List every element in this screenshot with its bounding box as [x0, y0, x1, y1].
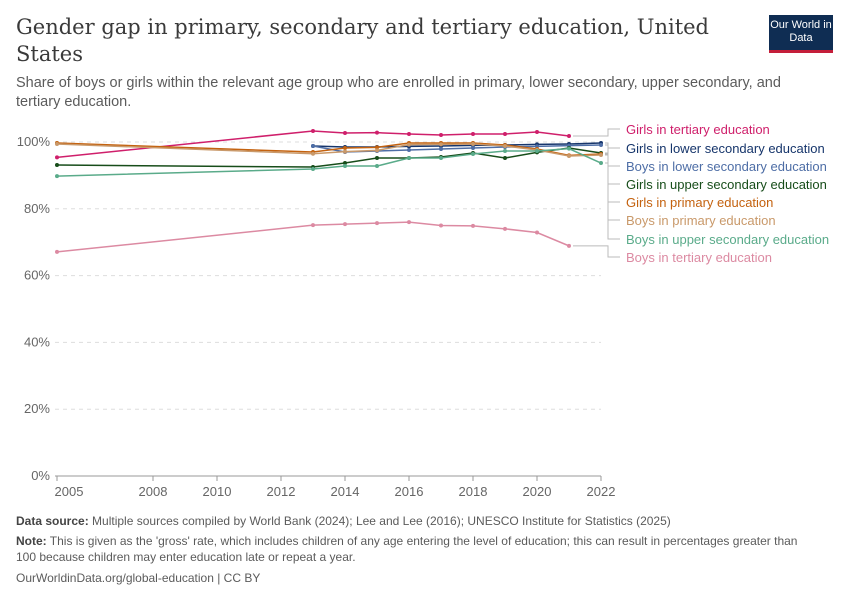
x-tick-label: 2010	[203, 484, 232, 499]
data-point	[599, 143, 603, 148]
x-tick-label: 2012	[267, 484, 296, 499]
x-tick-label: 2014	[331, 484, 360, 499]
data-point	[407, 220, 411, 225]
data-source: Data source: Multiple sources compiled b…	[16, 513, 816, 529]
source-label: Data source:	[16, 514, 89, 528]
source-text: Multiple sources compiled by World Bank …	[92, 514, 671, 528]
data-point	[343, 146, 347, 151]
data-point	[343, 164, 347, 169]
data-point	[471, 146, 475, 151]
legend-connector	[573, 245, 620, 258]
y-tick-label: 40%	[24, 334, 50, 349]
y-tick-label: 60%	[24, 268, 50, 283]
data-point	[439, 147, 443, 152]
data-point	[471, 223, 475, 228]
data-point	[567, 243, 571, 248]
data-point	[503, 226, 507, 231]
legend-label: Girls in lower secondary education	[626, 141, 825, 156]
data-point	[503, 156, 507, 161]
data-point	[311, 144, 315, 149]
legend-connector	[605, 153, 620, 203]
data-point	[343, 161, 347, 166]
data-point	[55, 174, 59, 179]
data-point	[471, 131, 475, 136]
data-point	[55, 155, 59, 160]
x-tick-label: 2018	[459, 484, 488, 499]
data-point	[503, 131, 507, 136]
y-tick-label: 100%	[17, 134, 51, 149]
data-point	[375, 148, 379, 153]
data-point	[311, 151, 315, 156]
note-text: This is given as the 'gross' rate, which…	[16, 534, 798, 564]
x-tick-label: 2022	[587, 484, 616, 499]
data-point	[55, 142, 59, 147]
data-point	[343, 130, 347, 135]
data-point	[503, 144, 507, 149]
x-tick-label: 2005	[55, 484, 84, 499]
data-point	[375, 130, 379, 135]
x-tick-label: 2020	[523, 484, 552, 499]
data-point	[407, 131, 411, 136]
data-point	[535, 230, 539, 235]
data-point	[375, 164, 379, 169]
data-point	[567, 146, 571, 151]
data-point	[407, 142, 411, 147]
source-url[interactable]: OurWorldinData.org/global-education | CC…	[16, 571, 261, 585]
y-tick-label: 0%	[31, 468, 50, 483]
data-point	[375, 221, 379, 226]
data-point	[599, 161, 603, 166]
chart-subtitle: Share of boys or girls within the releva…	[16, 75, 781, 110]
note: Note: This is given as the 'gross' rate,…	[16, 533, 816, 565]
data-point	[343, 149, 347, 154]
data-point	[439, 142, 443, 147]
note-label: Note:	[16, 534, 47, 548]
legend-label: Girls in primary education	[626, 195, 773, 210]
data-point	[471, 142, 475, 147]
data-point	[567, 154, 571, 159]
data-point	[599, 153, 603, 158]
logo-text: Our World in Data	[770, 19, 832, 44]
owid-logo[interactable]: Our World in Data	[769, 15, 833, 53]
data-point	[567, 133, 571, 138]
y-tick-label: 80%	[24, 201, 50, 216]
legend-connector	[605, 162, 620, 240]
legend-connector	[605, 152, 620, 185]
legend-label: Boys in upper secondary education	[626, 232, 829, 247]
data-point	[375, 145, 379, 150]
y-tick-label: 20%	[24, 401, 50, 416]
data-point	[439, 132, 443, 137]
data-point	[55, 249, 59, 254]
data-point	[375, 156, 379, 161]
legend-label: Boys in primary education	[626, 213, 776, 228]
data-point	[503, 149, 507, 154]
legend-connector	[605, 154, 620, 221]
data-point	[407, 156, 411, 161]
legend-label: Girls in tertiary education	[626, 122, 770, 137]
data-point	[311, 167, 315, 172]
series-line	[56, 130, 570, 159]
data-point	[343, 222, 347, 227]
x-tick-label: 2016	[395, 484, 424, 499]
data-point	[439, 223, 443, 228]
data-point	[311, 223, 315, 228]
data-point	[311, 128, 315, 133]
x-tick-label: 2008	[139, 484, 168, 499]
data-point	[55, 163, 59, 168]
series-line	[56, 221, 570, 253]
data-point	[407, 148, 411, 153]
data-point	[439, 156, 443, 161]
legend-label: Boys in tertiary education	[626, 250, 772, 265]
legend-connector	[573, 128, 620, 137]
chart-title: Gender gap in primary, secondary and ter…	[16, 15, 709, 66]
legend-label: Girls in upper secondary education	[626, 177, 827, 192]
data-point	[471, 152, 475, 157]
data-point	[535, 129, 539, 134]
data-point	[535, 149, 539, 154]
legend-label: Boys in lower secondary education	[626, 159, 827, 174]
